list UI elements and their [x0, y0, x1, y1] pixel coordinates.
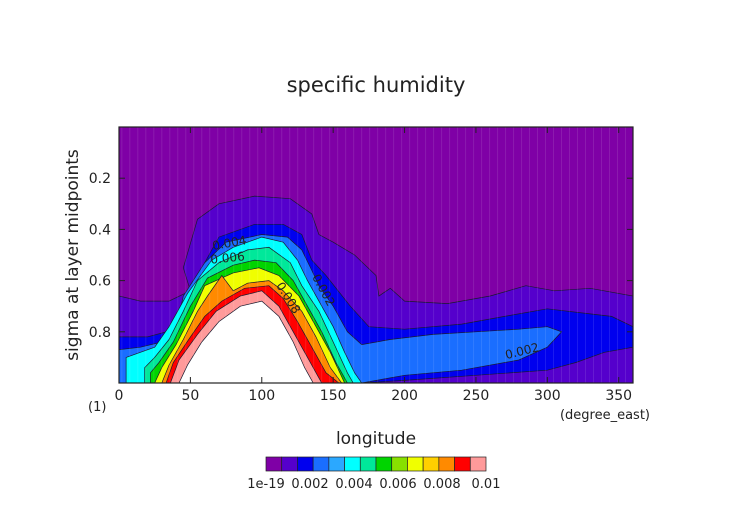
colorbar-label: 0.004	[335, 477, 372, 492]
x-axis-label: longitude	[336, 429, 416, 449]
colorbar-swatch	[391, 456, 408, 472]
colorbar-label: 0.008	[423, 477, 460, 492]
x-tick-label: 200	[391, 388, 418, 404]
x-tick-label: 0	[115, 388, 124, 404]
y-axis: 0.2 0.4 0.6 0.8	[89, 171, 633, 341]
colorbar-swatch	[328, 456, 345, 472]
contour-label: 0.006	[210, 249, 246, 267]
colorbar-label: 0.01	[472, 477, 501, 492]
x-tick-label: 150	[320, 388, 347, 404]
chart-title: specific humidity	[287, 73, 466, 97]
y-axis-label: sigma at layer midpoints	[63, 149, 83, 361]
contour-bands	[118, 195, 634, 384]
y-tick-label: 0.8	[89, 325, 111, 341]
colorbar-swatch	[265, 456, 283, 472]
colorbar-label: 0.006	[379, 477, 416, 492]
contour-label: 0.004	[211, 233, 247, 253]
colorbar: 1e-19 0.002 0.004 0.006 0.008 0.01	[247, 456, 501, 492]
colorbar-swatch	[438, 456, 455, 472]
colorbar-swatch	[359, 456, 377, 472]
x-tick-label: 350	[605, 388, 632, 404]
colorbar-swatch	[422, 456, 440, 472]
x-axis: 0 50 100 150 200 250 300 350	[115, 127, 632, 404]
x-tick-label: 300	[534, 388, 561, 404]
x-tick-label: 100	[248, 388, 275, 404]
colorbar-swatch	[454, 456, 471, 472]
colorbar-swatch	[312, 456, 330, 472]
y-tick-label: 0.4	[89, 222, 111, 238]
blank-region	[178, 300, 314, 384]
y-tick-label: 0.2	[89, 171, 111, 187]
x-tick-label: 50	[181, 388, 199, 404]
colorbar-swatch	[375, 456, 393, 472]
y-unit-label: (1)	[88, 400, 106, 415]
colorbar-swatch	[407, 456, 424, 472]
x-tick-label: 250	[463, 388, 490, 404]
colorbar-swatch	[469, 456, 487, 472]
colorbar-label: 1e-19	[247, 477, 285, 492]
colorbar-swatch	[281, 456, 298, 472]
faint-meridians	[121, 127, 626, 383]
colorbar-label: 0.002	[291, 477, 328, 492]
colorbar-swatch	[297, 456, 314, 472]
colorbar-swatch	[344, 456, 361, 472]
plot-frame	[118, 126, 634, 384]
y-tick-label: 0.6	[89, 274, 111, 290]
x-unit-label: (degree_east)	[560, 408, 650, 423]
